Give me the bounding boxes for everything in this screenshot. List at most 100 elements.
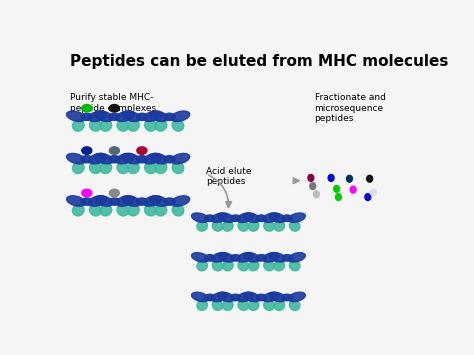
Circle shape [109, 104, 119, 112]
Ellipse shape [94, 111, 113, 121]
Ellipse shape [264, 221, 274, 231]
Ellipse shape [143, 196, 162, 206]
Ellipse shape [81, 113, 92, 120]
Ellipse shape [223, 261, 233, 271]
Ellipse shape [264, 261, 274, 271]
Ellipse shape [263, 253, 280, 262]
Circle shape [82, 147, 92, 154]
Text: Acid elute
peptides: Acid elute peptides [206, 167, 252, 186]
Ellipse shape [230, 215, 241, 222]
Ellipse shape [256, 215, 266, 222]
Ellipse shape [248, 300, 259, 310]
Ellipse shape [171, 111, 190, 121]
Ellipse shape [116, 196, 135, 206]
Text: Fractionate and
microsequence
peptides: Fractionate and microsequence peptides [315, 93, 385, 123]
Ellipse shape [336, 193, 341, 201]
Ellipse shape [211, 292, 228, 302]
Ellipse shape [136, 198, 148, 205]
Ellipse shape [237, 213, 254, 222]
Ellipse shape [237, 253, 254, 262]
Ellipse shape [116, 111, 135, 121]
Ellipse shape [164, 113, 175, 120]
Circle shape [109, 189, 119, 197]
Ellipse shape [100, 120, 112, 131]
Ellipse shape [248, 221, 259, 231]
Ellipse shape [143, 153, 162, 164]
Ellipse shape [256, 255, 266, 261]
Ellipse shape [109, 155, 120, 163]
Ellipse shape [109, 113, 120, 120]
Circle shape [82, 189, 92, 197]
Ellipse shape [94, 196, 113, 206]
Ellipse shape [223, 221, 233, 231]
Ellipse shape [238, 221, 248, 231]
Ellipse shape [128, 120, 139, 131]
Ellipse shape [88, 196, 107, 206]
Ellipse shape [288, 292, 305, 302]
Ellipse shape [122, 153, 141, 164]
Ellipse shape [350, 186, 356, 193]
Ellipse shape [191, 292, 209, 302]
Ellipse shape [164, 155, 175, 163]
Ellipse shape [230, 255, 241, 261]
Ellipse shape [269, 292, 286, 302]
Ellipse shape [136, 113, 148, 120]
Ellipse shape [73, 162, 84, 174]
Ellipse shape [290, 261, 300, 271]
Ellipse shape [90, 162, 101, 174]
Ellipse shape [310, 183, 316, 190]
Ellipse shape [238, 261, 248, 271]
Ellipse shape [288, 253, 305, 262]
Ellipse shape [116, 153, 135, 164]
Ellipse shape [211, 253, 228, 262]
Ellipse shape [238, 300, 248, 310]
Ellipse shape [237, 292, 254, 302]
Ellipse shape [205, 294, 215, 301]
Ellipse shape [282, 215, 292, 222]
Ellipse shape [205, 255, 215, 261]
Ellipse shape [264, 300, 274, 310]
Ellipse shape [346, 175, 352, 182]
Ellipse shape [66, 153, 85, 164]
Ellipse shape [313, 191, 319, 198]
Ellipse shape [263, 213, 280, 222]
Ellipse shape [172, 120, 184, 131]
Ellipse shape [370, 189, 376, 196]
Text: Purify stable MHC-
peptide complexes: Purify stable MHC- peptide complexes [70, 93, 156, 113]
Ellipse shape [81, 155, 92, 163]
Ellipse shape [73, 204, 84, 216]
Ellipse shape [290, 221, 300, 231]
Ellipse shape [66, 111, 85, 121]
Ellipse shape [248, 261, 259, 271]
Ellipse shape [90, 204, 101, 216]
Ellipse shape [191, 213, 209, 222]
Ellipse shape [243, 253, 260, 262]
Ellipse shape [145, 204, 156, 216]
Ellipse shape [365, 193, 371, 201]
Ellipse shape [145, 120, 156, 131]
Ellipse shape [230, 294, 241, 301]
Ellipse shape [149, 196, 168, 206]
Ellipse shape [274, 261, 284, 271]
Ellipse shape [155, 204, 167, 216]
Ellipse shape [217, 213, 234, 222]
Ellipse shape [172, 162, 184, 174]
Ellipse shape [90, 120, 101, 131]
Ellipse shape [81, 198, 92, 205]
Ellipse shape [149, 153, 168, 164]
Ellipse shape [269, 253, 286, 262]
Ellipse shape [172, 204, 184, 216]
Ellipse shape [211, 213, 228, 222]
Ellipse shape [128, 204, 139, 216]
Circle shape [109, 147, 119, 154]
Ellipse shape [282, 255, 292, 261]
Ellipse shape [66, 196, 85, 206]
Ellipse shape [117, 120, 128, 131]
Ellipse shape [143, 111, 162, 121]
Ellipse shape [191, 253, 209, 262]
Ellipse shape [243, 292, 260, 302]
Ellipse shape [243, 213, 260, 222]
Circle shape [82, 104, 92, 112]
Text: Peptides can be eluted from MHC molecules: Peptides can be eluted from MHC molecule… [70, 54, 449, 69]
Ellipse shape [171, 196, 190, 206]
